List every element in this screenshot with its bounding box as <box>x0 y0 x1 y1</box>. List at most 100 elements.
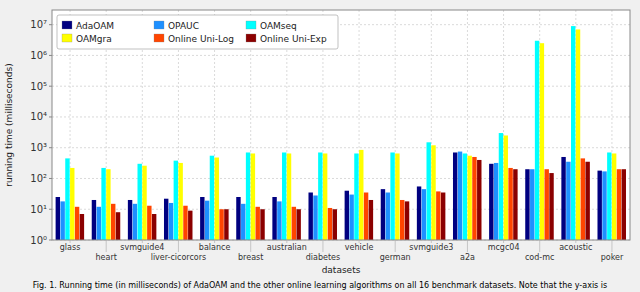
bar <box>494 163 498 240</box>
bar <box>219 209 223 240</box>
x-tick <box>322 240 323 252</box>
legend-label: Online Uni-Log <box>168 34 234 44</box>
bar <box>188 211 192 240</box>
bar <box>169 203 173 240</box>
bar <box>333 209 337 240</box>
bar <box>431 145 435 240</box>
x-tick-label: a2a <box>460 253 475 262</box>
y-tick-label: 10⁶ <box>30 50 47 61</box>
bar <box>607 152 611 240</box>
bar <box>508 168 512 240</box>
y-tick <box>49 86 52 87</box>
bar <box>622 169 626 240</box>
y-tick-label: 10² <box>30 173 47 184</box>
x-tick-label: acoustic <box>559 243 592 252</box>
bar <box>152 214 156 240</box>
x-tick-label: liver-cicorcors <box>151 253 207 262</box>
bar <box>313 195 317 240</box>
caption: Fig. 1. Running time (in milliseconds) o… <box>33 281 607 290</box>
x-tick <box>250 240 251 252</box>
x-tick-label: australian <box>267 243 307 252</box>
bar <box>463 153 467 240</box>
bar <box>287 153 291 240</box>
y-tick <box>49 24 52 25</box>
x-tick <box>178 240 179 252</box>
bar <box>436 191 440 240</box>
legend: AdaOAMOPAUCOAMseqOAMgraOnline Uni-LogOnl… <box>57 15 338 49</box>
x-tick-label: diabetes <box>306 253 340 262</box>
bar <box>499 133 503 240</box>
bar <box>60 201 64 240</box>
bar <box>566 162 570 240</box>
bar <box>571 26 575 240</box>
bar <box>417 186 421 240</box>
bar <box>183 206 187 240</box>
x-tick-label: german <box>380 253 411 262</box>
legend-label: OPAUC <box>168 21 199 31</box>
x-tick <box>467 240 468 252</box>
legend-swatch <box>62 21 72 29</box>
legend-frame <box>57 15 338 49</box>
bar <box>345 191 349 240</box>
bar <box>540 43 544 240</box>
bar <box>106 169 110 240</box>
bar <box>386 193 390 240</box>
bar <box>178 163 182 240</box>
grid <box>52 10 630 240</box>
y-tick <box>49 178 52 179</box>
y-tick-label: 10⁷ <box>30 19 47 30</box>
bar <box>164 199 168 240</box>
y-tick <box>49 147 52 148</box>
bar <box>65 158 69 240</box>
x-tick <box>395 240 396 252</box>
legend-swatch <box>154 34 164 42</box>
y-tick-label: 10⁵ <box>30 81 47 92</box>
x-tick-label: vehicle <box>345 243 374 252</box>
bar <box>260 209 264 240</box>
bar <box>585 162 589 240</box>
bar <box>246 152 250 240</box>
y-tick <box>49 55 52 56</box>
legend-label: AdaOAM <box>76 21 114 31</box>
y-axis-label: running time (milliseconds) <box>4 63 14 186</box>
bar <box>111 204 115 240</box>
legend-swatch <box>246 34 256 42</box>
bar <box>318 152 322 240</box>
legend-label: OAMgra <box>76 34 112 44</box>
bar <box>70 168 74 240</box>
bar <box>142 166 146 240</box>
bar <box>390 152 394 240</box>
x-tick <box>106 240 107 252</box>
x-tick-label: breast <box>238 253 263 262</box>
bar <box>205 201 209 240</box>
bar <box>364 193 368 240</box>
bar <box>328 208 332 240</box>
bar <box>359 150 363 240</box>
x-tick <box>539 240 540 252</box>
bar <box>549 173 553 240</box>
bar <box>133 204 137 240</box>
bar <box>441 193 445 240</box>
x-tick-label: heart <box>96 253 117 262</box>
x-tick-label: cod-mc <box>525 253 554 262</box>
bar <box>75 207 79 240</box>
bar <box>426 142 430 240</box>
legend-swatch <box>154 21 164 29</box>
bar <box>597 171 601 240</box>
bar <box>277 201 281 240</box>
bar <box>308 193 312 240</box>
bar <box>101 168 105 240</box>
bar <box>56 197 60 240</box>
bar <box>489 164 493 240</box>
bar <box>581 158 585 240</box>
y-tick <box>49 240 52 241</box>
bar <box>200 197 204 240</box>
legend-label: OAMseq <box>260 21 297 31</box>
x-tick-label: svmguide3 <box>409 243 453 252</box>
y-tick-label: 10³ <box>30 142 47 153</box>
legend-swatch <box>62 34 72 42</box>
bar <box>92 200 96 240</box>
bar <box>272 197 276 240</box>
bar <box>210 156 214 240</box>
bar <box>137 164 141 240</box>
